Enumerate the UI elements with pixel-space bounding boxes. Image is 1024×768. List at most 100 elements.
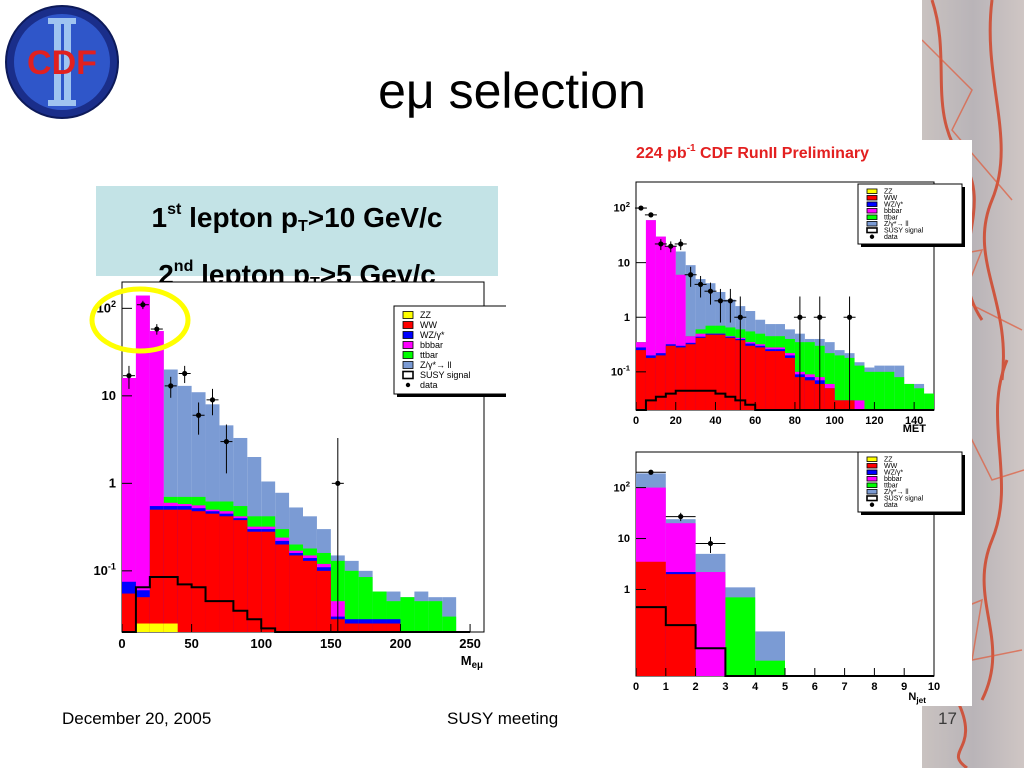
data-point [331,437,344,632]
x-tick-label: 20 [670,415,682,427]
legend-label: bbbar [884,476,903,483]
x-axis-label-sub: jet [915,696,926,705]
hist-bar [755,347,766,410]
hist-bar [316,570,331,632]
legend-entry: Z/γ*→ ll [402,360,452,370]
legend-swatch [866,188,878,194]
hist-bar [386,623,401,632]
x-tick-label: 8 [871,681,877,693]
hist-bar [275,544,290,632]
hist-bar [344,570,359,632]
hist-bar [834,400,845,410]
x-tick-label: 250 [459,636,481,651]
legend-swatch [866,463,878,469]
hist-bar [645,220,656,410]
x-tick-label: 6 [812,681,818,693]
legend-label: SUSY signal [884,228,924,235]
hist-bar [775,351,785,410]
met-histogram: 0 20 40 60 80 100 120 140 10-1 1 10 102 MET ZZWWWZ/γ*… [611,181,965,435]
data-marker [195,412,202,418]
hist-bar [824,388,835,410]
legend-label: data [884,502,898,509]
y-tick-label: 1 [109,476,116,491]
hist-bar [695,337,706,410]
x-tick-label: 7 [842,681,848,693]
hist-bar [219,516,234,632]
legend-swatch [866,201,878,207]
data-point [644,212,657,218]
legend-entry: bbbar [402,340,443,350]
hist-bar [122,593,136,632]
data-point [164,376,177,398]
data-point [813,296,826,410]
hist-bar [261,531,276,632]
legend-swatch [402,311,414,319]
y-tick-label: 10-1 [93,561,116,578]
data-point [694,275,707,298]
data-point [150,324,163,335]
hist-bar [854,365,865,410]
hist-bar [914,388,925,410]
legend-entry: data [869,234,898,241]
data-marker [154,326,160,332]
hist-bar [135,623,150,632]
data-point [665,512,696,522]
cut1-suffix: st [167,201,182,218]
x-tick-label: 140 [905,415,923,427]
data-marker [668,243,674,249]
x-tick-label: 60 [749,415,761,427]
legend-label: data [884,234,898,241]
hist-bar [765,351,776,410]
data-marker [223,438,230,445]
data-marker [140,302,146,308]
legend-swatch [866,227,878,234]
x-tick-label: 200 [390,636,412,651]
legend-label: ZZ [884,457,893,464]
legend-entry: WW [402,320,437,330]
legend-entry: ttbar [402,350,438,360]
hist-bar [303,560,317,632]
data-point [192,402,205,435]
legend-swatch [866,195,878,201]
x-tick-label: 100 [250,636,272,651]
hist-bar [149,623,164,632]
hist-bar [135,597,150,632]
legend-label: ZZ [420,310,431,320]
x-axis-label-sub: eμ [472,660,483,671]
data-marker [182,370,188,377]
hist-bar [636,561,666,676]
data-point [178,365,191,384]
legend-label: WW [884,195,898,202]
legend-swatch [866,482,878,488]
hist-bar [655,355,666,410]
legend-label: SUSY signal [420,370,470,380]
data-point [793,296,806,410]
data-point [636,469,666,475]
legend-swatch [866,456,878,462]
legend-swatch [866,208,878,214]
data-marker [678,241,684,247]
y-tick-label: 10 [618,257,630,269]
legend-label: ttbar [884,483,899,490]
y-tick-exponent: 2 [626,479,630,488]
footer-meeting: SUSY meeting [447,709,559,728]
x-tick-label: 2 [693,681,699,693]
legend-swatch [402,321,414,329]
x-tick-label: 0 [633,415,639,427]
y-tick-label: 102 [613,200,630,215]
legend-entry: data [869,502,898,509]
legend-label: Z/γ*→ ll [420,360,452,370]
stack-zz [135,623,178,632]
x-tick-label: 4 [752,681,759,693]
data-marker [648,212,654,218]
legend-entry: WW [866,195,898,202]
legend-swatch [866,476,878,482]
lumi-text: 224 pb [636,145,687,162]
legend-label: data [420,380,438,390]
hist-bar [163,509,178,632]
cut1-text-b: >10 GeV/c [307,202,443,233]
data-marker [737,314,743,320]
